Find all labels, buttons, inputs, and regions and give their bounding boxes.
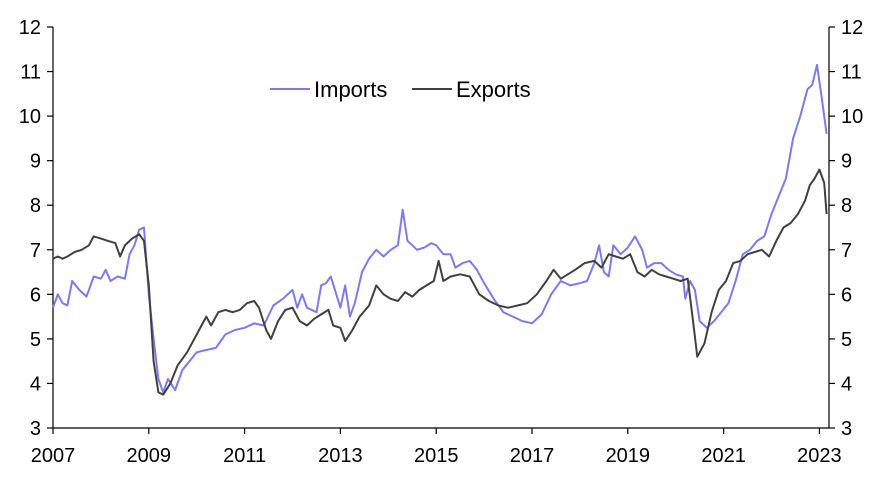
axes — [52, 27, 830, 429]
x-tick-label: 2007 — [31, 445, 76, 467]
series-line-exports — [52, 168, 828, 396]
right-y-tick-label: 8 — [841, 195, 852, 217]
right-y-tick-label: 9 — [841, 151, 852, 173]
right-y-tick-label: 12 — [841, 17, 863, 39]
x-tick-label: 2023 — [797, 445, 842, 467]
left-y-tick-label: 7 — [30, 240, 41, 262]
left-y-tick-label: 9 — [30, 151, 41, 173]
right-y-tick-label: 4 — [841, 373, 852, 395]
x-tick-label: 2009 — [127, 445, 172, 467]
left-y-tick-label: 6 — [30, 284, 41, 306]
right-y-tick-label: 5 — [841, 329, 852, 351]
x-tick-label: 2015 — [414, 445, 459, 467]
x-tick-label: 2011 — [223, 445, 266, 467]
series-lines — [52, 63, 828, 396]
left-y-tick-label: 10 — [19, 106, 41, 128]
left-y-tick-label: 4 — [30, 373, 41, 395]
right-y-tick-label: 6 — [841, 284, 852, 306]
right-y-tick-label: 11 — [841, 62, 862, 84]
left-y-tick-label: 3 — [30, 418, 41, 440]
left-y-tick-label: 5 — [30, 329, 41, 351]
series-line-imports — [52, 63, 828, 394]
x-tick-label: 2013 — [318, 445, 363, 467]
right-y-tick-label: 10 — [841, 106, 863, 128]
legend: Imports Exports — [270, 77, 531, 102]
legend-label-imports: Imports — [314, 77, 387, 102]
right-y-tick-label: 7 — [841, 240, 852, 262]
x-tick-label: 2021 — [701, 445, 746, 467]
left-y-tick-label: 8 — [30, 195, 41, 217]
x-tick-label: 2019 — [606, 445, 651, 467]
legend-label-exports: Exports — [456, 77, 531, 102]
ticks: 3 3 4 4 5 5 6 6 7 7 8 8 9 9 10 10 11 11 12 12 2007 2009 2011 20… — [19, 17, 864, 467]
x-tick-label: 2017 — [510, 445, 555, 467]
right-y-tick-label: 3 — [841, 418, 852, 440]
left-y-tick-label: 12 — [19, 17, 41, 39]
left-y-tick-label: 11 — [20, 62, 41, 84]
